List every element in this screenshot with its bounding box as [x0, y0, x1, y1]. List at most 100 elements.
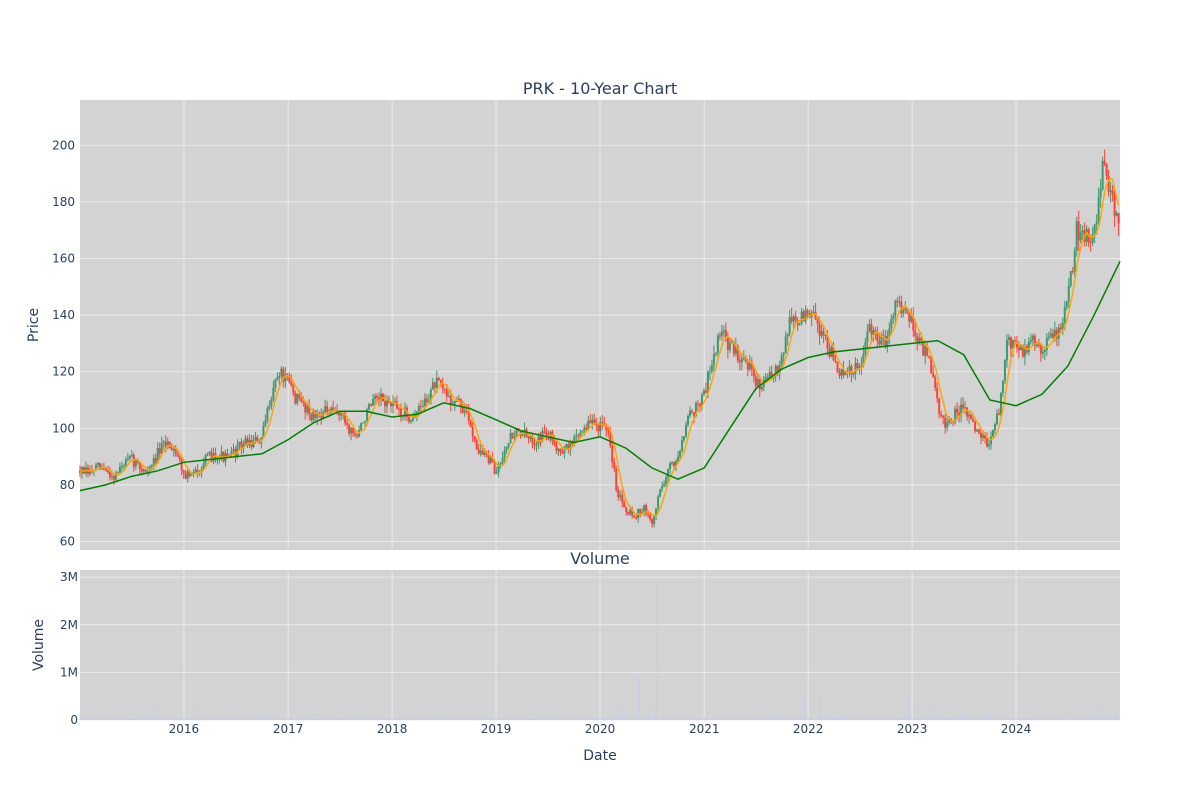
candle-body — [896, 300, 899, 302]
volume-bar — [176, 718, 178, 720]
volume-bar — [1023, 717, 1025, 720]
volume-bar — [716, 718, 718, 720]
volume-bar — [868, 719, 870, 720]
volume-bar — [258, 718, 261, 720]
volume-bar — [146, 719, 149, 720]
candle-body — [308, 405, 311, 415]
volume-bar — [383, 717, 385, 720]
candle-body — [906, 308, 909, 313]
volume-bar — [607, 718, 609, 720]
volume-bar — [1048, 719, 1050, 720]
volume-bar — [344, 718, 346, 720]
volume-bar — [546, 719, 548, 720]
volume-bar — [961, 718, 964, 720]
volume-bar — [1063, 718, 1065, 720]
candle-body — [623, 502, 626, 508]
volume-bar — [151, 718, 153, 720]
candle-body — [1033, 335, 1036, 347]
volume-bar — [631, 718, 633, 720]
volume-bar — [1068, 718, 1070, 720]
candle-body — [246, 438, 249, 446]
volume-bar — [500, 719, 502, 720]
volume-bar — [810, 718, 812, 720]
volume-bar — [539, 718, 541, 720]
volume-bar — [816, 718, 818, 720]
volume-bar — [1037, 719, 1040, 720]
volume-bar — [497, 718, 499, 720]
volume-bar — [734, 718, 736, 720]
moving-averages — [79, 177, 1121, 517]
volume-bar — [195, 719, 197, 720]
candle-body — [848, 366, 851, 373]
volume-bar — [1055, 718, 1058, 720]
candle-body — [393, 401, 396, 403]
volume-bar — [898, 718, 900, 720]
volume-bar — [889, 718, 891, 720]
candle-body — [856, 363, 859, 368]
volume-bar — [759, 719, 761, 720]
volume-bar — [563, 718, 566, 720]
candle-body — [746, 361, 749, 370]
volume-bar — [175, 718, 177, 720]
volume-bar — [828, 718, 830, 720]
candle-body — [692, 412, 695, 417]
volume-bar — [409, 719, 411, 720]
volume-bar — [740, 718, 742, 720]
candle-body — [730, 341, 733, 343]
volume-bar — [547, 718, 549, 720]
volume-bar — [649, 718, 651, 720]
volume-bar — [210, 717, 212, 720]
candle-body — [1117, 213, 1120, 224]
volume-bar — [656, 717, 658, 720]
volume-bar — [527, 718, 530, 720]
volume-bar — [102, 718, 104, 720]
volume-bar — [713, 718, 715, 720]
volume-bar — [814, 718, 817, 720]
candle-body — [332, 407, 335, 411]
volume-bar — [731, 719, 733, 720]
volume-bar — [338, 718, 340, 720]
candle-body — [1011, 340, 1014, 349]
volume-bar — [528, 718, 530, 720]
volume-bar — [530, 718, 532, 720]
volume-bar — [290, 719, 292, 720]
volume-bar — [280, 719, 282, 720]
volume-bar — [593, 718, 595, 720]
candle-body — [706, 371, 709, 394]
candle-body — [1101, 160, 1104, 190]
volume-bar — [644, 719, 647, 720]
volume-bar — [428, 718, 431, 720]
volume-bar — [121, 718, 123, 720]
candle-body — [876, 332, 879, 342]
volume-bar — [485, 718, 487, 720]
volume-bar — [990, 718, 993, 720]
candle-body — [268, 406, 271, 409]
volume-bar — [802, 718, 804, 720]
candle-body — [1043, 349, 1046, 353]
volume-bar — [785, 718, 787, 720]
volume-bar — [191, 718, 193, 720]
candle-body — [1057, 327, 1060, 339]
candle-body — [312, 410, 315, 421]
volume-bar — [799, 718, 801, 720]
volume-bar — [130, 718, 132, 720]
volume-bar — [835, 718, 837, 720]
volume-bar — [876, 719, 878, 720]
candle-body — [910, 316, 913, 322]
volume-bar — [858, 717, 860, 720]
volume-bar — [839, 717, 841, 720]
candle-body — [479, 450, 482, 454]
volume-bar — [174, 718, 176, 720]
volume-bar — [377, 718, 379, 720]
candle-body — [445, 389, 448, 397]
volume-bar — [213, 718, 215, 720]
volume-bar — [156, 717, 158, 720]
volume-bar — [1019, 719, 1021, 720]
volume-bar — [666, 718, 668, 720]
volume-bar — [599, 718, 601, 720]
candle-body — [290, 382, 293, 386]
volume-bar — [642, 718, 644, 720]
volume-bar — [777, 718, 779, 720]
volume-bar — [907, 718, 909, 720]
volume-bar — [584, 718, 586, 720]
